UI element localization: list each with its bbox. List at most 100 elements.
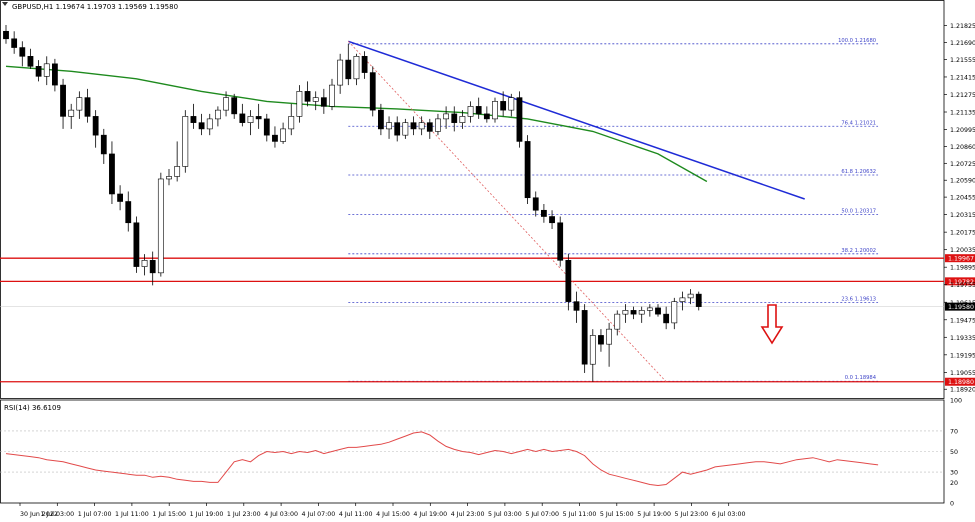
candle-body[interactable] — [141, 260, 148, 267]
candle-body[interactable] — [133, 222, 140, 267]
candle-body[interactable] — [215, 109, 221, 120]
candle-body[interactable] — [492, 101, 498, 120]
candle-body[interactable] — [255, 116, 262, 120]
candle-body[interactable] — [166, 176, 172, 180]
candle-body[interactable] — [76, 97, 83, 111]
candle-body[interactable] — [377, 109, 384, 130]
candle-body[interactable] — [43, 63, 50, 77]
price-tick-label: 1.19055 — [950, 370, 975, 377]
time-tick-label: 6 Jul 03:00 — [712, 511, 746, 518]
candle-body[interactable] — [337, 59, 344, 86]
candle-body[interactable] — [92, 116, 99, 136]
candle-body[interactable] — [459, 116, 466, 123]
time-tick-label: 5 Jul 23:00 — [675, 511, 709, 518]
candle-body[interactable] — [540, 209, 547, 217]
candle-body[interactable] — [206, 118, 213, 130]
candles-layer[interactable] — [3, 25, 702, 382]
rsi-tick-label: 0 — [950, 501, 954, 508]
candle-body[interactable] — [19, 47, 26, 57]
candle-body[interactable] — [353, 56, 360, 80]
candle-body[interactable] — [320, 97, 327, 107]
candle-body[interactable] — [3, 30, 9, 40]
candle-body[interactable] — [475, 106, 482, 115]
candle-body[interactable] — [296, 91, 303, 117]
candle-body[interactable] — [663, 313, 670, 324]
candle-body[interactable] — [190, 116, 197, 123]
candle-body[interactable] — [117, 193, 123, 202]
level-price-tag-text: 1.18980 — [948, 379, 974, 386]
candle-body[interactable] — [394, 122, 401, 136]
candle-body[interactable] — [418, 122, 425, 130]
price-tick-label: 1.21135 — [950, 110, 975, 117]
candle-body[interactable] — [671, 301, 678, 324]
candle-body[interactable] — [157, 178, 164, 274]
candle-body[interactable] — [516, 97, 523, 142]
candle-body[interactable] — [655, 307, 661, 315]
candle-body[interactable] — [410, 122, 417, 130]
candle-body[interactable] — [239, 113, 246, 123]
time-tick-label: 5 Jul 15:00 — [600, 511, 634, 518]
candle-body[interactable] — [622, 310, 629, 315]
candle-body[interactable] — [361, 56, 368, 73]
dropdown-triangle-icon[interactable] — [2, 2, 8, 6]
candle-body[interactable] — [100, 134, 107, 155]
candle-body[interactable] — [247, 116, 254, 123]
fib-level-label: 76.4 1.21021 — [841, 120, 876, 126]
candle-body[interactable] — [51, 63, 58, 86]
candle-body[interactable] — [272, 134, 278, 142]
candle-body[interactable] — [630, 310, 637, 315]
candle-body[interactable] — [426, 122, 433, 132]
candle-body[interactable] — [451, 113, 458, 123]
candle-body[interactable] — [386, 122, 392, 130]
candle-body[interactable] — [149, 260, 156, 274]
candle-body[interactable] — [638, 310, 645, 315]
candle-body[interactable] — [557, 222, 564, 261]
candle-body[interactable] — [467, 106, 474, 117]
candle-body[interactable] — [549, 216, 555, 224]
candle-body[interactable] — [68, 109, 75, 117]
candle-body[interactable] — [125, 201, 132, 224]
candle-body[interactable] — [508, 97, 515, 111]
candle-body[interactable] — [231, 97, 238, 115]
candle-body[interactable] — [109, 153, 115, 195]
candle-body[interactable] — [573, 301, 580, 311]
candle-body[interactable] — [182, 116, 189, 167]
candle-body[interactable] — [35, 66, 42, 77]
candle-body[interactable] — [581, 310, 588, 365]
candle-body[interactable] — [198, 122, 205, 130]
candle-body[interactable] — [524, 141, 531, 199]
candle-body[interactable] — [646, 307, 653, 311]
candle-body[interactable] — [60, 84, 66, 117]
bearish-trendline[interactable] — [348, 40, 805, 200]
candle-body[interactable] — [263, 118, 270, 136]
candle-body[interactable] — [687, 293, 694, 299]
candle-body[interactable] — [443, 113, 449, 120]
candle-body[interactable] — [483, 113, 490, 120]
candle-body[interactable] — [369, 72, 376, 111]
rsi-tick-label: 20 — [950, 480, 958, 487]
candle-body[interactable] — [606, 328, 612, 345]
candle-body[interactable] — [280, 128, 286, 142]
candle-body[interactable] — [565, 260, 572, 302]
candle-body[interactable] — [614, 313, 621, 330]
candle-body[interactable] — [695, 293, 702, 307]
candle-body[interactable] — [402, 122, 409, 136]
candle-body[interactable] — [304, 91, 311, 102]
candle-body[interactable] — [345, 59, 352, 80]
candle-body[interactable] — [84, 97, 91, 117]
candle-body[interactable] — [11, 38, 18, 48]
candle-body[interactable] — [288, 116, 295, 130]
candle-body[interactable] — [223, 97, 229, 111]
candle-body[interactable] — [329, 84, 335, 107]
candle-body[interactable] — [312, 97, 319, 102]
candle-body[interactable] — [589, 335, 596, 365]
candle-body[interactable] — [27, 56, 34, 67]
candle-body[interactable] — [679, 297, 686, 302]
candle-body[interactable] — [598, 335, 604, 345]
candle-body[interactable] — [435, 118, 441, 132]
candle-body[interactable] — [174, 166, 181, 177]
time-tick-label: 1 Jul 07:00 — [78, 511, 112, 518]
candle-body[interactable] — [500, 101, 507, 111]
time-tick-label: 4 Jul 15:00 — [376, 511, 410, 518]
candle-body[interactable] — [532, 197, 539, 211]
